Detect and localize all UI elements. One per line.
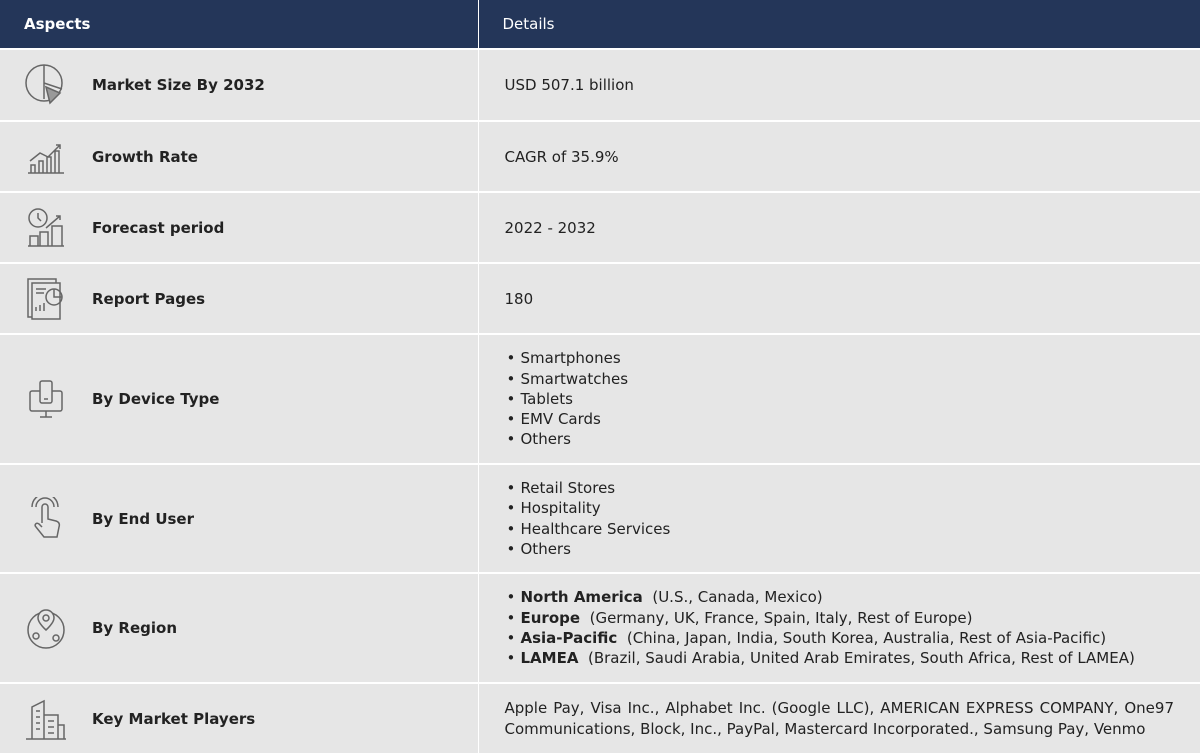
touch-hand-icon xyxy=(31,496,61,538)
table-row: Growth Rate CAGR of 35.9% xyxy=(0,120,1200,192)
device-type-list: Smartphones Smartwatches Tablets EMV Car… xyxy=(505,348,1175,450)
list-item: Smartwatches xyxy=(507,369,1175,390)
header-aspects: Aspects xyxy=(0,0,479,49)
list-item: Others xyxy=(507,429,1175,450)
report-document-icon xyxy=(27,277,63,320)
table-row: By Device Type Smartphones Smartwatches … xyxy=(0,333,1200,464)
list-item: North America (U.S., Canada, Mexico) xyxy=(507,587,1175,608)
region-detail: (Brazil, Saudi Arabia, United Arab Emira… xyxy=(588,649,1135,668)
list-item: Smartphones xyxy=(507,348,1175,369)
row-value: USD 507.1 billion xyxy=(478,48,1200,121)
list-item: Tablets xyxy=(507,389,1175,410)
end-user-list: Retail Stores Hospitality Healthcare Ser… xyxy=(505,478,1175,559)
table-row: Market Size By 2032 USD 507.1 billion xyxy=(0,48,1200,121)
list-item: EMV Cards xyxy=(507,409,1175,430)
region-detail: (China, Japan, India, South Korea, Austr… xyxy=(626,629,1107,647)
buildings-icon xyxy=(26,699,66,740)
row-label: By Device Type xyxy=(92,390,220,408)
region-name: LAMEA xyxy=(520,649,579,668)
row-label: Forecast period xyxy=(92,218,225,237)
row-label: By Region xyxy=(92,619,178,637)
row-value: 2022 - 2032 xyxy=(478,191,1200,263)
list-item: Asia-Pacific (China, Japan, India, South… xyxy=(507,628,1175,649)
row-label: Key Market Players xyxy=(92,709,256,728)
row-value: 180 xyxy=(478,262,1200,334)
forecast-clock-chart-icon xyxy=(28,207,64,247)
row-label: Market Size By 2032 xyxy=(92,76,265,94)
row-label: By End User xyxy=(92,509,194,528)
header-details: Details xyxy=(478,0,1200,49)
region-detail: (U.S., Canada, Mexico) xyxy=(652,588,823,607)
list-item: Healthcare Services xyxy=(507,519,1175,540)
table-row: Forecast period 2022 - 2032 xyxy=(0,191,1200,263)
devices-icon xyxy=(29,380,63,418)
table-row: Key Market Players Apple Pay, Visa Inc.,… xyxy=(0,682,1200,753)
list-item: Retail Stores xyxy=(507,478,1175,499)
table-row: Report Pages 180 xyxy=(0,262,1200,334)
row-label: Report Pages xyxy=(92,289,206,308)
region-name: Europe xyxy=(520,608,581,627)
region-name: North America xyxy=(520,588,643,607)
region-list: North America (U.S., Canada, Mexico) Eur… xyxy=(505,587,1175,668)
list-item: LAMEA (Brazil, Saudi Arabia, United Arab… xyxy=(507,648,1175,669)
row-label: Growth Rate xyxy=(92,147,198,166)
row-value: CAGR of 35.9% xyxy=(478,120,1200,192)
region-name: Asia-Pacific xyxy=(520,629,618,647)
table-row: By End User Retail Stores Hospitality He… xyxy=(0,463,1200,573)
table-row: By Region North America (U.S., Canada, M… xyxy=(0,572,1200,683)
region-detail: (Germany, UK, France, Spain, Italy, Rest… xyxy=(589,608,973,627)
pie-chart-icon xyxy=(25,64,63,105)
list-item: Others xyxy=(507,539,1175,560)
list-item: Europe (Germany, UK, France, Spain, Ital… xyxy=(507,608,1175,629)
row-value: Apple Pay, Visa Inc., Alphabet Inc. (Goo… xyxy=(478,682,1200,753)
bar-growth-icon xyxy=(28,143,64,174)
globe-location-icon xyxy=(27,609,65,649)
list-item: Hospitality xyxy=(507,498,1175,519)
